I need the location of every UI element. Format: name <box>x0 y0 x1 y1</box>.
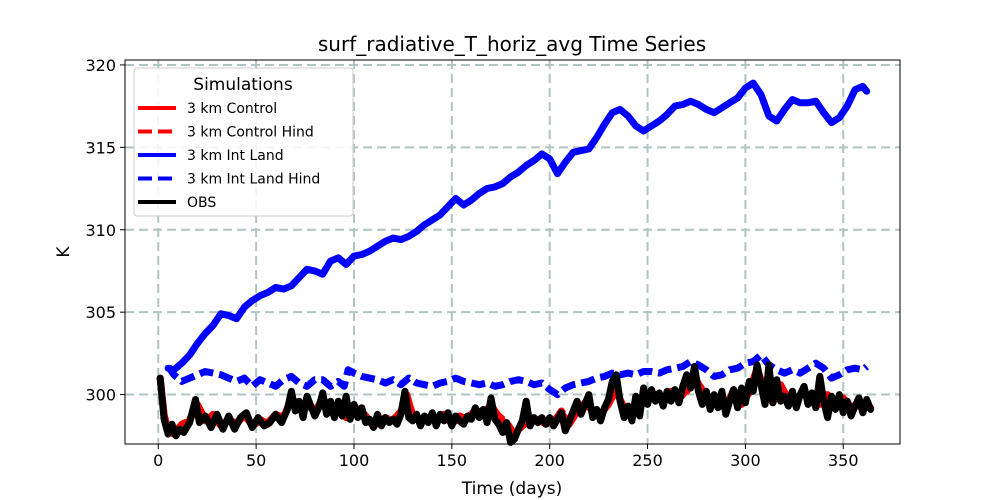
x-tick-label: 150 <box>437 451 468 470</box>
x-tick-label: 200 <box>534 451 565 470</box>
x-tick-label: 350 <box>828 451 859 470</box>
legend-label: 3 km Control Hind <box>187 125 314 141</box>
x-tick-label: 50 <box>246 451 266 470</box>
plot-area-frame <box>124 59 901 445</box>
legend-box <box>133 67 354 217</box>
legend-label: 3 km Control <box>187 101 277 117</box>
axis-ticks: 0 50 100 150 200 250 300 350 300 305 310 315 320 <box>85 56 858 470</box>
legend-entries: 3 km Control 3 km Control Hind 3 km Int La… <box>138 101 320 211</box>
y-axis-label: K <box>54 246 74 258</box>
legend-title: Simulations <box>193 75 293 95</box>
legend-label: 3 km Int Land <box>187 148 284 164</box>
series-line-obs <box>156 361 875 446</box>
series-line-3-km-int-land-hind <box>165 351 869 399</box>
legend: Simulations 3 km Control 3 km Control Hin… <box>133 67 354 217</box>
x-tick-label: 250 <box>632 451 663 470</box>
legend-label: OBS <box>187 195 216 211</box>
y-tick-label: 310 <box>85 221 116 240</box>
x-tick-label: 100 <box>339 451 370 470</box>
series-layer <box>156 79 875 446</box>
y-tick-label: 320 <box>85 56 116 75</box>
y-tick-label: 300 <box>85 386 116 405</box>
x-tick-label: 300 <box>730 451 761 470</box>
series-line-3-km-int-land <box>164 79 871 374</box>
x-tick-label: 0 <box>153 451 163 470</box>
y-tick-label: 315 <box>85 138 116 157</box>
y-tick-label: 305 <box>85 303 116 322</box>
chart-title: surf_radiative_T_horiz_avg Time Series <box>318 32 706 56</box>
legend-label: 3 km Int Land Hind <box>187 172 320 188</box>
x-axis-label: Time (days) <box>461 479 562 499</box>
